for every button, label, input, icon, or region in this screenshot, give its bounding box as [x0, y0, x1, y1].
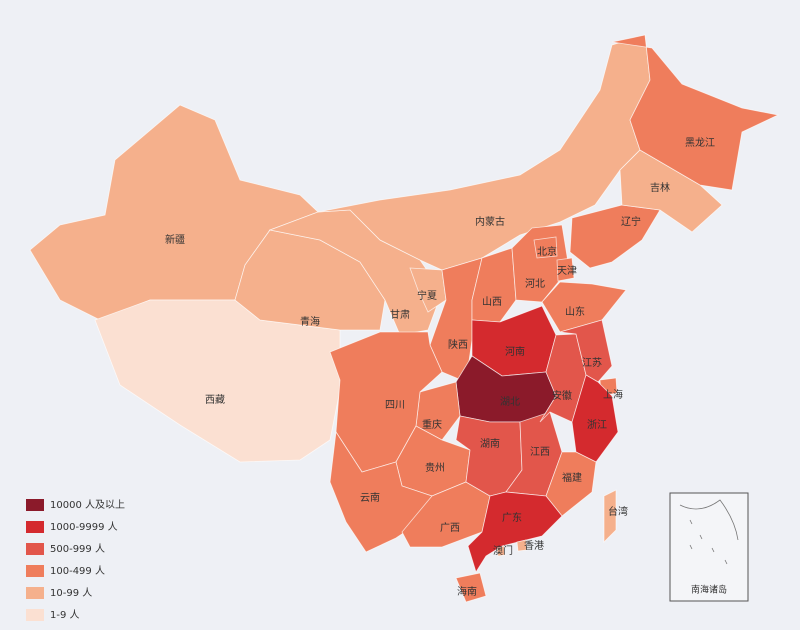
province-label: 浙江: [587, 419, 607, 431]
province: [533, 236, 558, 259]
inset-label: 南海诸岛: [691, 584, 727, 596]
province-label: 天津: [557, 265, 577, 277]
province: [516, 539, 528, 552]
province: [455, 572, 487, 603]
province-label: 黑龙江: [685, 136, 715, 149]
province-label: 甘肃: [390, 308, 410, 321]
province-label: 广东: [502, 511, 522, 524]
legend: 10000 人及以上 1000-9999 人 500-999 人 100-499 人 1…: [26, 499, 125, 621]
province-label: 西藏: [205, 394, 225, 406]
legend-swatch: [26, 587, 44, 599]
legend-swatch: [26, 499, 44, 511]
province-label: 贵州: [425, 461, 445, 474]
province-label: 宁夏: [417, 289, 437, 302]
province-label: 澳门: [493, 544, 513, 557]
province-label: 江西: [530, 446, 550, 458]
province: [569, 204, 661, 269]
province: [329, 331, 443, 473]
province-label: 重庆: [422, 418, 442, 431]
legend-label: 10000 人及以上: [50, 499, 125, 511]
legend-label: 500-999 人: [50, 543, 105, 555]
legend-label: 10-99 人: [50, 587, 92, 599]
province: [611, 34, 780, 191]
province-label: 山西: [482, 296, 502, 308]
legend-swatch: [26, 521, 44, 533]
province-label: 云南: [360, 491, 380, 504]
province-label: 吉林: [650, 181, 670, 194]
south-sea-inset: [669, 492, 749, 602]
legend-label: 100-499 人: [50, 565, 105, 577]
province-label: 四川: [385, 400, 405, 411]
province-label: 湖北: [500, 396, 520, 408]
province-label: 北京: [537, 245, 557, 258]
legend-label: 1000-9999 人: [50, 521, 118, 533]
province-label: 辽宁: [621, 215, 641, 228]
province-label: 海南: [457, 585, 477, 598]
province-label: 广西: [440, 522, 460, 534]
province-label: 河北: [525, 278, 545, 290]
province-label: 台湾: [608, 505, 628, 518]
inset-islands: [679, 499, 739, 565]
province: [409, 267, 447, 313]
province-label: 新疆: [165, 233, 185, 246]
province-label: 江苏: [582, 356, 602, 369]
legend-label: 1-9 人: [50, 609, 80, 621]
legend-swatch: [26, 565, 44, 577]
legend-swatch: [26, 609, 44, 621]
province-label: 上海: [603, 388, 623, 401]
province-label: 陕西: [448, 338, 468, 351]
province: [94, 299, 341, 463]
province-label: 山东: [565, 305, 585, 318]
province-label: 河南: [505, 345, 525, 358]
province-label: 安徽: [552, 389, 572, 402]
province-label: 湖南: [480, 437, 500, 450]
province-label: 香港: [524, 540, 544, 552]
province: [496, 545, 506, 557]
province-label: 内蒙古: [475, 215, 505, 228]
province: [467, 491, 563, 573]
province: [556, 257, 575, 282]
legend-swatch: [26, 543, 44, 555]
province-label: 青海: [300, 315, 320, 328]
regions: [29, 34, 780, 603]
province-label: 福建: [562, 471, 582, 484]
province: [603, 489, 617, 543]
